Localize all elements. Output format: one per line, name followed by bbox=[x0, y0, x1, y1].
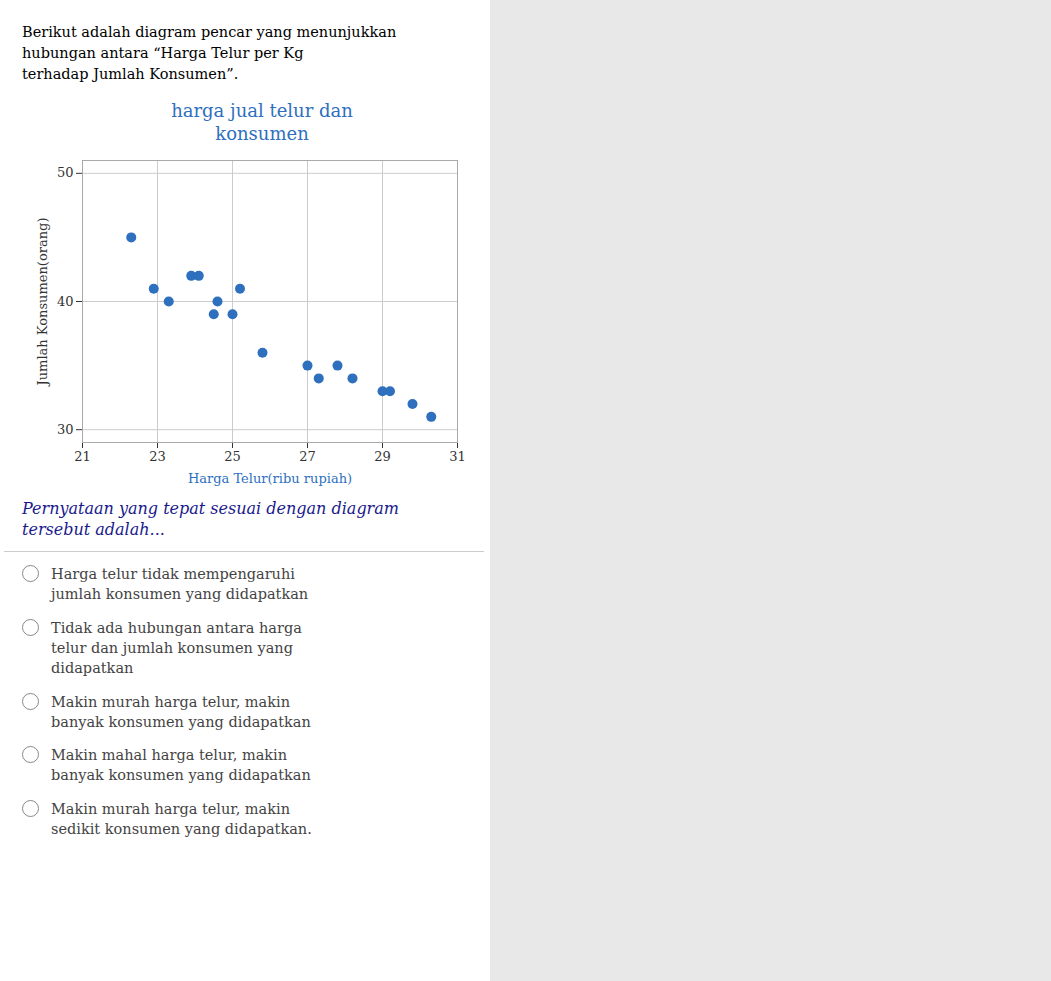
svg-text:21: 21 bbox=[74, 449, 91, 464]
svg-text:25: 25 bbox=[224, 449, 241, 464]
html-text:Harga telur tidak mempengaruhi: Harga telur tidak mempengaruhi jumlah ko… bbox=[51, 566, 309, 603]
svg-text:Jumlah Konsumen(orang): Jumlah Konsumen(orang) bbox=[35, 217, 50, 387]
svg-text:31: 31 bbox=[449, 449, 466, 464]
html-text:Makin mahal harga telur, makin: Makin mahal harga telur, makin banyak ko… bbox=[51, 747, 311, 784]
html-text:Pernyataan yang tepat sesuai d: Pernyataan yang tepat sesuai dengan diag… bbox=[22, 498, 399, 540]
svg-text:Harga Telur(ribu rupiah): Harga Telur(ribu rupiah) bbox=[188, 470, 352, 485]
svg-text:27: 27 bbox=[299, 449, 316, 464]
html-text:harga jual telur dan konsumen: harga jual telur dan konsumen bbox=[171, 100, 353, 145]
svg-text:40: 40 bbox=[57, 293, 74, 308]
svg-text:23: 23 bbox=[149, 449, 166, 464]
html-text:Makin murah harga telur, makin: Makin murah harga telur, makin banyak ko… bbox=[51, 693, 311, 730]
html-text:Berikut adalah diagram pencar: Berikut adalah diagram pencar yang menun… bbox=[22, 24, 401, 82]
svg-text:30: 30 bbox=[57, 422, 74, 437]
svg-text:29: 29 bbox=[374, 449, 391, 464]
svg-text:50: 50 bbox=[57, 165, 74, 180]
html-text:Makin murah harga telur, makin: Makin murah harga telur, makin sedikit k… bbox=[51, 800, 312, 837]
html-text:Tidak ada hubungan antara harg: Tidak ada hubungan antara harga telur da… bbox=[51, 619, 302, 677]
